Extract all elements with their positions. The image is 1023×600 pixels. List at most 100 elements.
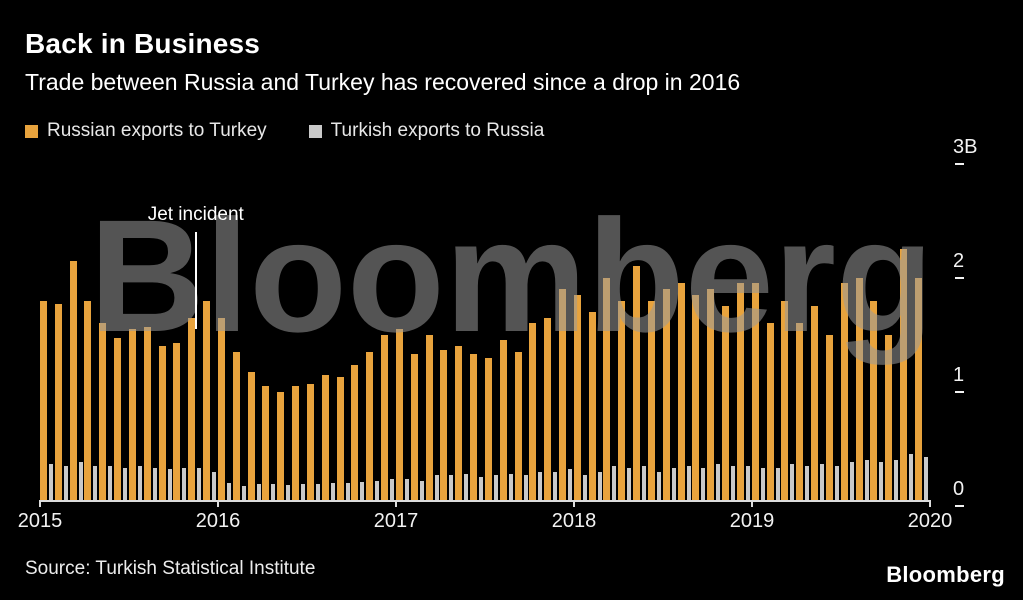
russian-exports-bar	[366, 351, 374, 500]
jet-incident-annotation-label: Jet incident	[147, 204, 244, 226]
turkish-exports-bar	[137, 465, 142, 500]
turkish-exports-bar	[152, 468, 157, 500]
russian-exports-bar	[647, 300, 655, 500]
turkish-exports-bar	[864, 460, 869, 500]
russian-exports-bar	[751, 283, 759, 500]
y-axis-tick: 3B	[953, 136, 977, 165]
month-group	[796, 158, 811, 500]
month-group	[455, 158, 470, 500]
month-group	[870, 158, 885, 500]
russian-exports-bar	[470, 354, 478, 500]
y-axis-tick-label: 0	[953, 478, 965, 500]
y-axis-tick-mark	[955, 163, 964, 165]
turkish-exports-bar	[508, 473, 513, 500]
turkish-exports-bar	[315, 484, 320, 500]
month-group	[662, 158, 678, 500]
turkish-exports-bar	[849, 462, 854, 500]
y-axis-tick: 0	[953, 478, 964, 507]
month-group	[766, 158, 782, 500]
russian-exports-bar	[900, 249, 908, 500]
russian-exports-bar	[247, 372, 255, 500]
month-group	[188, 158, 203, 500]
russian-exports-bar	[99, 323, 107, 500]
turkish-exports-bar	[909, 454, 914, 500]
turkish-exports-bar	[731, 465, 736, 500]
turkish-exports-bar	[671, 468, 676, 500]
russian-exports-bar	[277, 391, 285, 500]
turkish-exports-bar	[612, 465, 617, 500]
x-axis-year-label: 2016	[195, 510, 241, 532]
bloomberg-logo: Bloomberg	[886, 562, 1005, 587]
turkish-exports-bar	[360, 481, 365, 500]
turkish-exports-bar	[790, 463, 795, 500]
russian-exports-bar	[618, 300, 626, 500]
month-group	[217, 158, 233, 500]
russian-exports-bar	[914, 277, 922, 500]
russian-exports-bar	[529, 323, 537, 500]
russian-exports-bar	[306, 383, 314, 500]
turkish-exports-bar	[745, 465, 750, 500]
month-group	[529, 158, 544, 500]
x-axis-year-label: 2019	[729, 510, 775, 532]
turkish-exports-bar	[182, 468, 187, 500]
month-group	[470, 158, 485, 500]
russian-exports-bar	[158, 346, 166, 500]
x-axis-year-label: 2017	[373, 510, 419, 532]
russian-exports-bar	[440, 349, 448, 500]
russian-exports-bar	[84, 300, 92, 500]
month-group	[425, 158, 441, 500]
month-group	[825, 158, 841, 500]
russian-exports-bar	[173, 342, 181, 500]
month-group	[336, 158, 352, 500]
y-axis-tick-mark	[955, 277, 964, 279]
turkish-exports-bar	[493, 474, 498, 500]
russian-exports-bar	[54, 303, 62, 500]
month-group	[603, 158, 618, 500]
turkish-exports-bar	[775, 468, 780, 500]
turkish-exports-bar	[449, 474, 454, 500]
month-group	[232, 158, 248, 500]
turkish-exports-bar	[241, 486, 246, 500]
russian-exports-bar	[425, 334, 433, 500]
x-axis-tick-mark	[573, 500, 575, 507]
russian-exports-bar	[203, 300, 211, 500]
turkish-exports-bar	[404, 479, 409, 500]
russian-exports-bar	[217, 317, 225, 500]
y-axis-tick-label: 3B	[953, 136, 978, 158]
russian-exports-bar	[321, 374, 329, 500]
legend-item-russian-exports: Russian exports to Turkey	[25, 120, 267, 142]
month-group	[292, 158, 307, 500]
page-title: Back in Business	[25, 28, 261, 59]
month-group	[410, 158, 426, 500]
turkish-exports-bar	[330, 482, 335, 500]
turkish-exports-bar	[49, 463, 53, 500]
turkish-exports-bar	[820, 463, 825, 500]
y-axis-tick-label: 2	[953, 250, 965, 272]
turkish-exports-bar	[167, 469, 172, 500]
month-group	[99, 158, 114, 500]
russian-exports-bar	[188, 317, 196, 500]
turkish-exports-bar	[479, 477, 484, 500]
russian-exports-bar	[811, 306, 819, 500]
russian-exports-bar	[825, 334, 833, 500]
month-group	[395, 158, 411, 500]
month-group	[40, 158, 55, 500]
month-group	[707, 158, 722, 500]
turkish-exports-bar	[894, 460, 899, 500]
russian-exports-bar	[870, 300, 878, 500]
jet-incident-marker-line	[194, 232, 197, 329]
month-group	[499, 158, 515, 500]
russian-exports-bar	[633, 266, 641, 500]
month-group	[840, 158, 856, 500]
russian-exports-bar	[410, 354, 418, 500]
month-group	[366, 158, 381, 500]
turkish-exports-bar	[538, 471, 543, 500]
month-group	[484, 158, 500, 500]
y-axis-tick-label: 1	[953, 364, 965, 386]
month-group	[618, 158, 633, 500]
month-group	[114, 158, 129, 500]
month-group	[885, 158, 900, 500]
x-axis-tick-mark	[39, 500, 41, 507]
turkish-exports-bar	[212, 471, 217, 500]
y-axis-tick-mark	[955, 391, 964, 393]
